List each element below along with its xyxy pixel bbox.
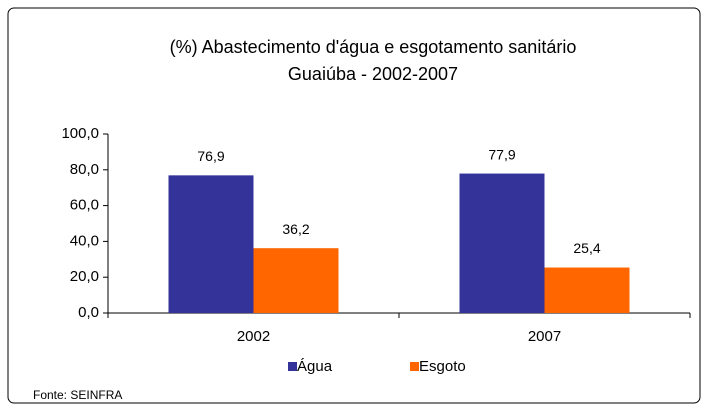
legend-swatch xyxy=(288,362,297,371)
x-tick-label: 2007 xyxy=(528,328,561,345)
legend-label: Esgoto xyxy=(419,358,466,375)
y-tick-label: 20,0 xyxy=(70,268,99,285)
x-tick-label: 2002 xyxy=(237,328,270,345)
legend-swatch xyxy=(410,362,419,371)
chart-subtitle: Guaiúba - 2002-2007 xyxy=(288,64,458,84)
bar xyxy=(459,173,545,313)
bar xyxy=(253,248,339,313)
value-label: 25,4 xyxy=(573,240,600,256)
y-tick-label: 60,0 xyxy=(70,197,99,214)
bar xyxy=(168,175,254,313)
legend-label: Água xyxy=(297,358,333,375)
y-tick-label: 0,0 xyxy=(78,304,99,321)
value-label: 77,9 xyxy=(488,146,515,162)
chart-title: (%) Abastecimento d'água e esgotamento s… xyxy=(170,37,577,57)
value-label: 76,9 xyxy=(197,148,224,164)
value-label: 36,2 xyxy=(282,221,309,237)
y-tick-label: 100,0 xyxy=(61,125,99,142)
bar xyxy=(544,267,630,313)
y-tick-label: 40,0 xyxy=(70,232,99,249)
source: Fonte: SEINFRA xyxy=(33,388,122,402)
y-tick-label: 80,0 xyxy=(70,161,99,178)
